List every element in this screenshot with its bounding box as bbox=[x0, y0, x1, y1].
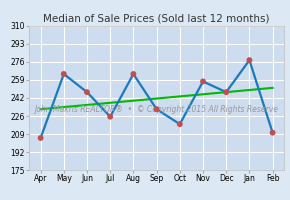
Point bbox=[177, 123, 182, 126]
Point bbox=[61, 72, 66, 76]
Point bbox=[201, 80, 205, 83]
Text: John Makris REALTOR®  •  © Copyright 2015 All Rights Reserve: John Makris REALTOR® • © Copyright 2015 … bbox=[35, 105, 279, 114]
Point bbox=[131, 72, 136, 76]
Point bbox=[247, 59, 252, 62]
Point bbox=[224, 91, 229, 94]
Point bbox=[85, 91, 89, 94]
Point bbox=[270, 131, 275, 134]
Point bbox=[38, 136, 43, 140]
Point bbox=[108, 115, 113, 118]
Point bbox=[154, 108, 159, 111]
Title: Median of Sale Prices (Sold last 12 months): Median of Sale Prices (Sold last 12 mont… bbox=[43, 14, 270, 24]
